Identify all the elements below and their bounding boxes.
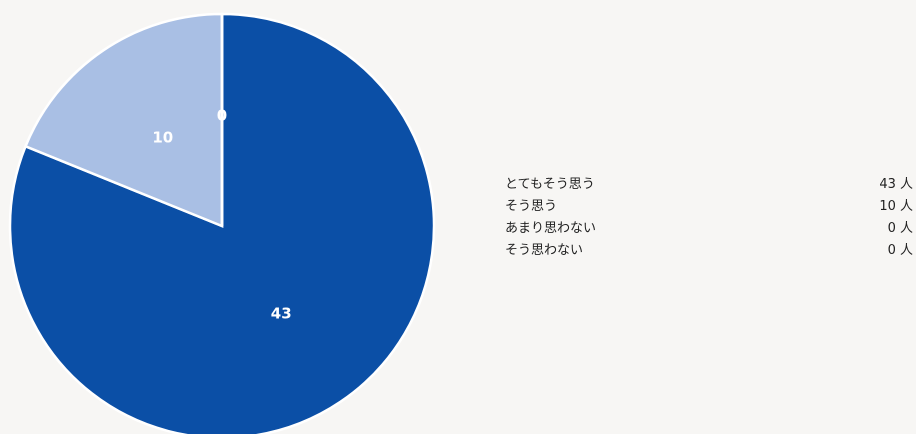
pie-slice	[8, 12, 436, 434]
legend-count: 0 人	[887, 243, 913, 258]
legend-count: 0 人	[887, 221, 913, 236]
legend-item: あまり思わない 0 人	[505, 218, 913, 240]
pie-chart: 43100	[8, 12, 436, 434]
legend-label: あまり思わない	[505, 221, 597, 236]
legend-item: とてもそう思う 43 人	[505, 174, 913, 196]
slice-value-label: 43	[271, 304, 292, 322]
legend-count: 43 人	[879, 177, 913, 192]
legend-label: そう思わない	[505, 243, 584, 258]
slice-value-label: 10	[152, 129, 173, 147]
legend-item: そう思わない 0 人	[505, 240, 913, 262]
legend: とてもそう思う 43 人 そう思う 10 人 あまり思わない 0 人 そう思わな…	[505, 174, 913, 262]
legend-item: そう思う 10 人	[505, 196, 913, 218]
legend-label: とてもそう思う	[505, 177, 595, 192]
legend-count: 10 人	[879, 199, 913, 214]
legend-label: そう思う	[505, 199, 558, 214]
pie-slice	[23, 12, 224, 228]
